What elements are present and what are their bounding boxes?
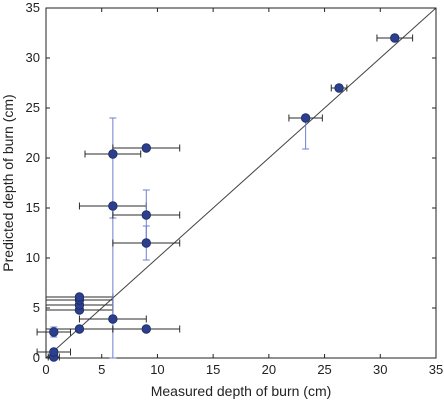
y-tick-label: 10 xyxy=(26,250,40,265)
data-point xyxy=(74,292,85,302)
data-point xyxy=(334,83,344,93)
x-tick-label: 0 xyxy=(42,362,49,377)
y-tick-label: 20 xyxy=(26,150,40,165)
data-point xyxy=(390,33,400,43)
points-layer xyxy=(49,33,400,362)
y-axis-label: Predicted depth of burn (cm) xyxy=(0,94,16,271)
y-tick-label: 5 xyxy=(33,300,40,315)
data-point xyxy=(108,314,118,324)
x-tick-label: 10 xyxy=(150,362,164,377)
data-point xyxy=(49,347,59,357)
data-point xyxy=(108,149,118,159)
x-axis-ticks: 0 5 10 15 20 25 30 35 xyxy=(42,8,443,377)
data-point xyxy=(49,327,59,337)
x-tick-label: 20 xyxy=(262,362,276,377)
data-point xyxy=(141,238,151,248)
x-tick-label: 30 xyxy=(373,362,387,377)
data-point xyxy=(74,324,85,334)
y-tick-label: 15 xyxy=(26,200,40,215)
y-axis-ticks: 0 5 10 15 20 25 30 35 xyxy=(26,0,436,365)
x-tick-label: 35 xyxy=(429,362,443,377)
data-point xyxy=(141,143,151,153)
x-axis-label: Measured depth of burn (cm) xyxy=(151,383,332,399)
x-tick-label: 25 xyxy=(317,362,331,377)
y-tick-label: 25 xyxy=(26,100,40,115)
data-point xyxy=(141,324,151,334)
y-tick-label: 35 xyxy=(26,0,40,15)
data-point xyxy=(108,201,118,211)
y-tick-label: 0 xyxy=(33,350,40,365)
y-tick-label: 30 xyxy=(26,50,40,65)
data-point xyxy=(300,113,311,123)
data-point xyxy=(141,210,151,220)
x-tick-label: 15 xyxy=(206,362,220,377)
x-tick-label: 5 xyxy=(98,362,105,377)
